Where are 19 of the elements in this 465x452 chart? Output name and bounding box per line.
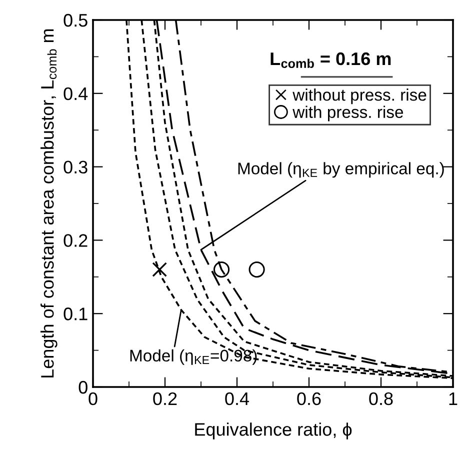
y-tick-label: 0.1 xyxy=(64,308,88,320)
y-tick-label: 0.2 xyxy=(64,234,88,247)
legend-label: with press. rise xyxy=(292,106,404,122)
y-tick-label: 0 xyxy=(78,380,88,394)
x-tick-label: 0.6 xyxy=(297,392,321,406)
y-axis-title: Length of constant area combustor, L$_{comb}$ m xyxy=(40,29,58,378)
annotation: Model (η$_{KE}$ by empirical eq.) xyxy=(238,162,444,178)
legend-label: without press. rise xyxy=(292,88,426,104)
x-tick-label: 0.8 xyxy=(369,392,393,406)
annotation: Model (η$_{KE}$=0.98) xyxy=(130,349,257,365)
x-tick-label: 1 xyxy=(449,392,458,405)
y-tick-label: 0.5 xyxy=(64,14,88,27)
x-tick-label: 0.2 xyxy=(153,392,177,406)
y-tick-label: 0.3 xyxy=(64,160,88,174)
y-tick-label: 0.4 xyxy=(64,87,88,100)
annotation: L$_{comb}$ = 0.16 m xyxy=(270,52,391,68)
x-axis-title: Equivalence ratio, ϕ xyxy=(195,422,352,440)
x-tick-label: 0.4 xyxy=(225,392,250,406)
x-tick-label: 0 xyxy=(88,392,98,406)
